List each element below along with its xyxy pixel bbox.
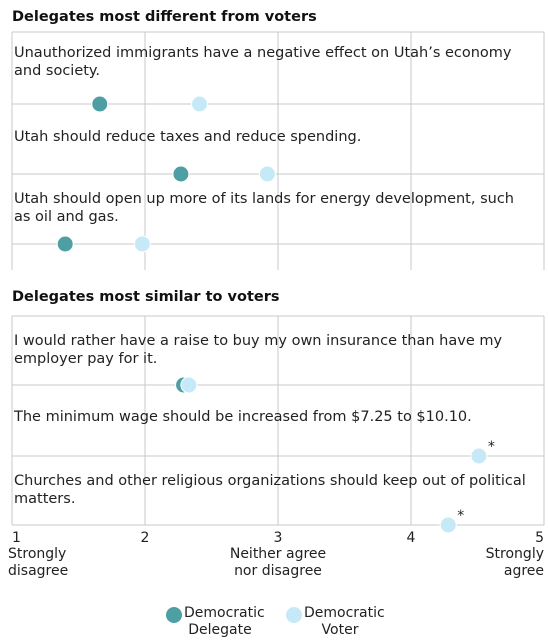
group-title: Delegates most similar to voters [12, 289, 280, 305]
dot [172, 165, 190, 183]
dot [258, 165, 276, 183]
legend-swatch [286, 607, 302, 623]
dot [191, 95, 209, 113]
statement: Churches and other religious organizatio… [14, 473, 526, 507]
x-tick-label: 4 [407, 530, 416, 546]
x-tick-label: 5 [535, 530, 544, 546]
x-tick-label: 1 [12, 530, 21, 546]
x-tick-label: 2 [141, 530, 150, 546]
dot [91, 95, 109, 113]
dot [470, 447, 488, 465]
legend-label: Democratic Delegate [184, 605, 265, 638]
annotation: * [457, 508, 464, 524]
group-title: Delegates most different from voters [12, 9, 317, 25]
x-tick-description: Strongly disagree [8, 546, 69, 579]
statement: Utah should open up more of its lands fo… [14, 191, 514, 225]
x-tick-label: 3 [274, 530, 283, 546]
legend-swatch [166, 607, 182, 623]
dot [439, 516, 457, 534]
x-tick-description: Neither agree nor disagree [229, 546, 327, 579]
annotation: * [488, 439, 495, 455]
statement: The minimum wage should be increased fro… [14, 409, 472, 425]
statement: Utah should reduce taxes and reduce spen… [14, 129, 362, 145]
legend-label: Democratic Voter [304, 605, 385, 638]
statement: Unauthorized immigrants have a negative … [14, 45, 512, 79]
statement: I would rather have a raise to buy my ow… [14, 333, 503, 367]
x-tick-description: Strongly agree [485, 546, 544, 579]
dot [180, 376, 198, 394]
dot [133, 235, 151, 253]
dot [56, 235, 74, 253]
